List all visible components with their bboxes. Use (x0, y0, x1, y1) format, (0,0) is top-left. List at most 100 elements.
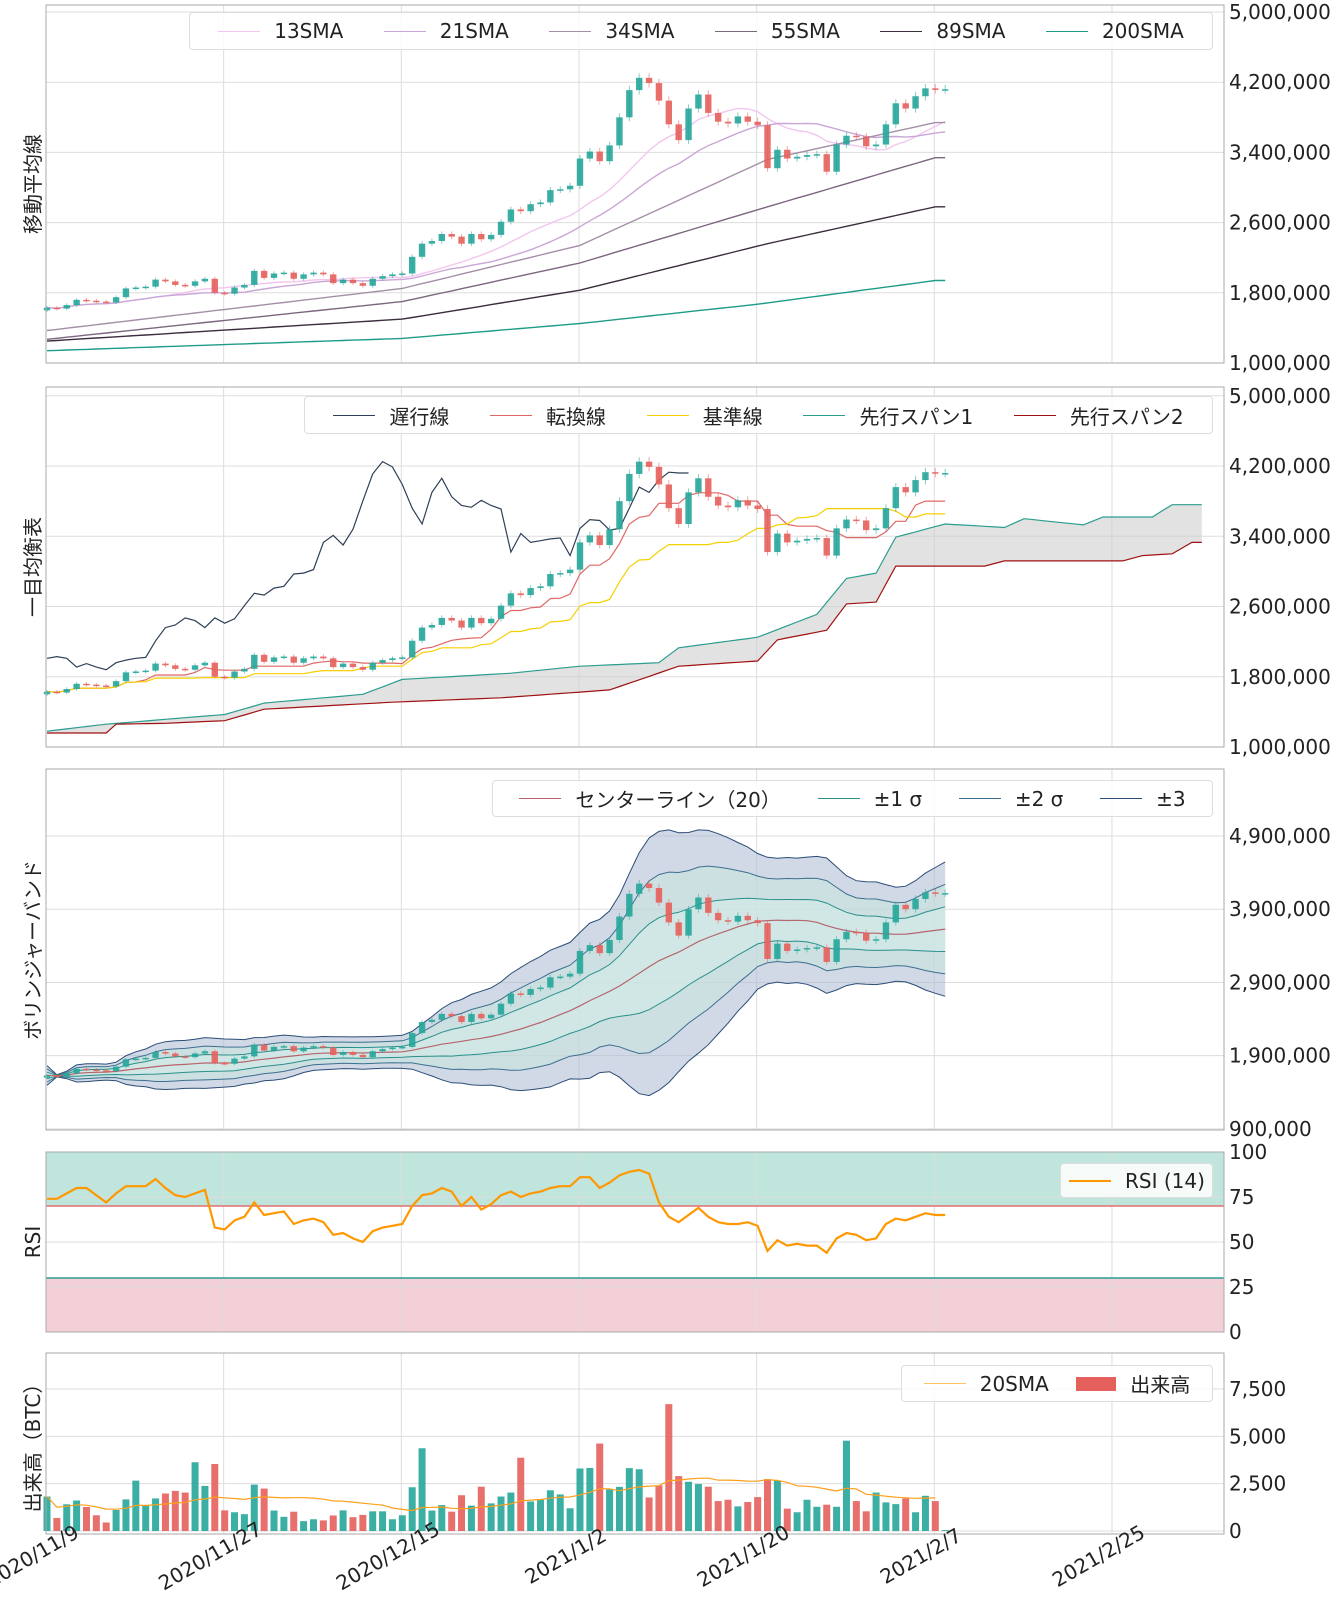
line-34sma (46, 121, 946, 332)
volume-bar (803, 1499, 811, 1531)
volume-bar (527, 1501, 535, 1531)
legend-item-rsi: RSI (14) (1069, 1169, 1205, 1193)
candle-up (695, 478, 702, 493)
volume-bar (458, 1495, 466, 1531)
legend-label: ±1 σ (873, 786, 923, 811)
line-lower-1sigma (46, 940, 946, 1080)
candle-up (63, 1073, 70, 1077)
candle-up (843, 135, 850, 145)
panel-frame (45, 768, 1225, 1131)
candle-down (823, 538, 830, 556)
line-21sma (46, 122, 946, 309)
volume-bar (53, 1517, 61, 1531)
volume-bar (181, 1492, 189, 1531)
candle-up (912, 480, 919, 493)
volume-bar (428, 1510, 436, 1531)
candle-up (537, 586, 544, 589)
candle-up (695, 897, 702, 910)
volume-bar (596, 1443, 604, 1531)
legend-ichimoku: 遅行線 転換線 基準線 先行スパン1 先行スパン2 (304, 396, 1213, 434)
candle-up (813, 154, 821, 156)
volume-bar (418, 1448, 426, 1531)
legend-line-icon (923, 1383, 966, 1384)
volume-bar (467, 1505, 475, 1531)
legend-line-icon (490, 414, 533, 416)
candle-down (675, 124, 682, 141)
candle-down (260, 1044, 268, 1051)
volume-bar (783, 1508, 791, 1531)
candle-up (882, 124, 890, 145)
candle-down (349, 663, 357, 668)
volume-bar (813, 1506, 821, 1531)
legend-line-icon (549, 30, 592, 32)
candle-up (922, 892, 929, 899)
legend-line-icon (383, 30, 426, 32)
candle-up (586, 151, 594, 159)
candle-up (122, 672, 130, 682)
candle-down (932, 88, 939, 90)
legend-item-34sma: 34SMA (549, 19, 674, 43)
candle-up (339, 279, 347, 284)
volume-bar (892, 1504, 900, 1531)
candle-down (162, 279, 169, 282)
candle-up (507, 209, 515, 222)
legend-label: ±3 (1156, 786, 1186, 811)
volume-bar (921, 1495, 929, 1531)
volume-bar (339, 1510, 347, 1531)
candle-up (626, 473, 633, 502)
candle-up (191, 665, 199, 670)
volume-bar (92, 1515, 100, 1531)
candle-up (310, 1046, 317, 1048)
legend-label: 200SMA (1101, 19, 1184, 43)
candle-up (547, 190, 554, 203)
volume-bar (852, 1501, 860, 1531)
volume-bar (250, 1484, 258, 1531)
candle-down (784, 149, 791, 159)
candle-up (636, 461, 643, 474)
volume-bar (102, 1522, 110, 1531)
candle-up (497, 605, 505, 619)
candle-down (705, 478, 712, 497)
candle-down (172, 1053, 179, 1057)
legend-line-icon (1069, 1179, 1111, 1182)
candle-up (152, 1052, 159, 1058)
volume-bar (191, 1462, 199, 1531)
overbought-zone (46, 1152, 1224, 1206)
volume-bar (635, 1469, 643, 1531)
candle-down (853, 519, 860, 522)
legend-item-2sigma: ±2 σ (958, 787, 1063, 811)
candle-down (705, 897, 712, 913)
candle-up (843, 931, 850, 940)
candle-up (843, 519, 850, 529)
line-chikou (46, 460, 689, 671)
y-tick-label: 25 (1229, 1275, 1254, 1299)
legend-item-21sma: 21SMA (383, 19, 509, 43)
ylabel-volume: 出来高（BTC） (21, 1374, 45, 1513)
volume-bar (862, 1511, 870, 1531)
y-tick-label: 3,400,000 (1229, 524, 1331, 548)
candle-down (714, 496, 722, 506)
candle-up (576, 542, 584, 570)
candle-down (655, 887, 663, 903)
candle-up (152, 663, 159, 671)
candle-down (320, 656, 327, 659)
volume-bar (517, 1457, 525, 1531)
candle-up (310, 656, 317, 659)
candle-down (211, 662, 218, 677)
candle-down (330, 658, 337, 668)
candle-up (803, 155, 811, 157)
volume-bar (823, 1504, 831, 1531)
candle-up (566, 185, 574, 190)
y-tick-label: 0 (1229, 1320, 1242, 1344)
volume-bar (309, 1519, 317, 1531)
y-tick-label: 7,500 (1229, 1377, 1286, 1401)
line-13sma (46, 107, 946, 309)
legend-label: 34SMA (605, 19, 675, 43)
line-volume-sma (46, 1477, 936, 1512)
volume-bar (398, 1515, 406, 1531)
candle-down (260, 654, 268, 662)
candle-up (557, 976, 564, 979)
legend-label: 89SMA (936, 19, 1006, 43)
x-tick-label: 2020/11/9 (0, 1520, 83, 1592)
candle-down (458, 620, 465, 628)
